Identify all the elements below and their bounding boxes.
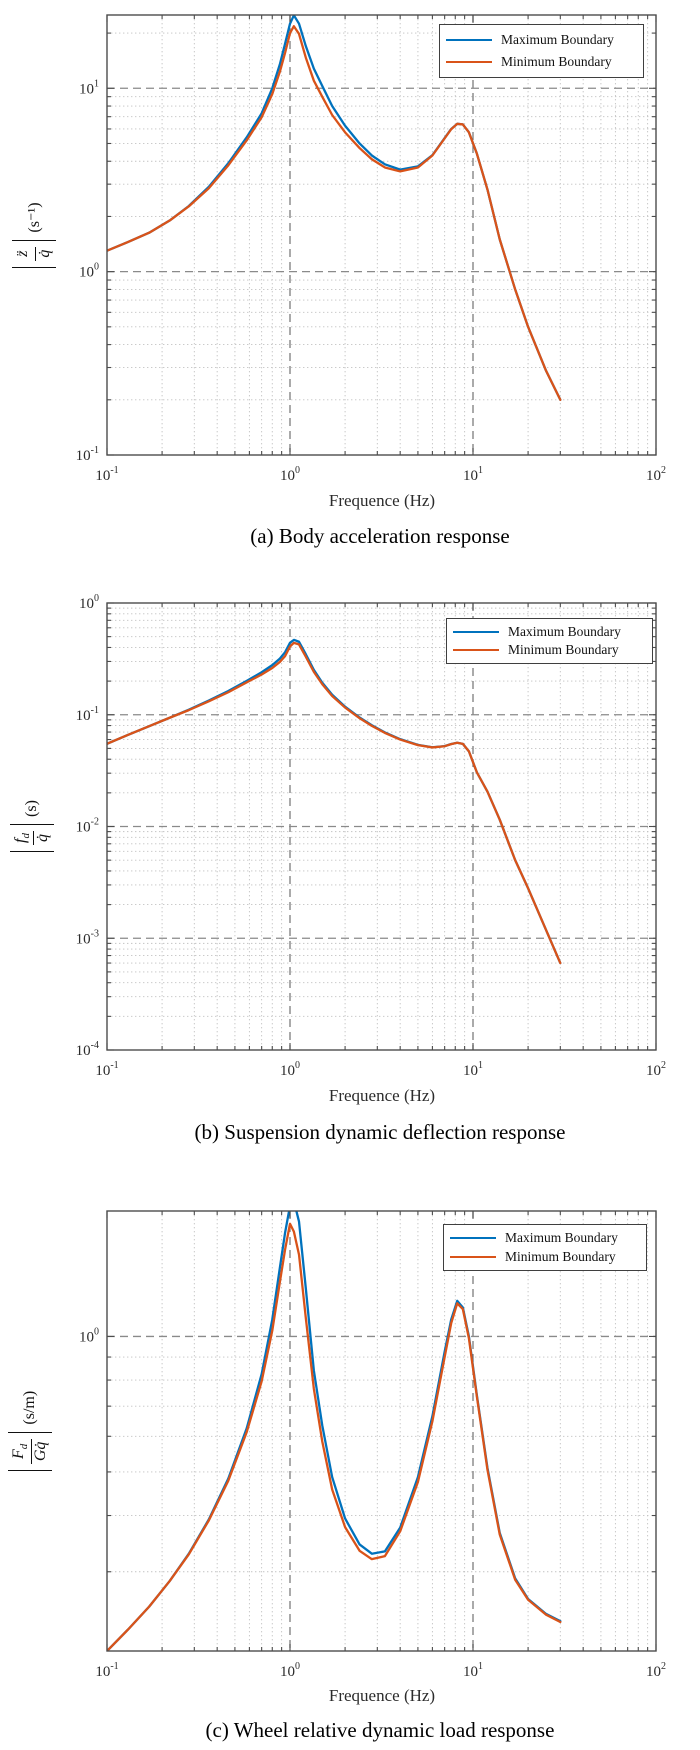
svg-text:10-4: 10-4 [76, 1040, 99, 1059]
svg-text:102: 102 [646, 1060, 666, 1079]
y-axis-label-b: fd q̇ (s) [2, 731, 62, 921]
legend-line-maximum [450, 1237, 496, 1239]
legend-item-maximum: Maximum Boundary [446, 32, 637, 48]
x-axis-label-b: Frequence (Hz) [328, 1086, 436, 1105]
legend-item-maximum: Maximum Boundary [450, 1230, 640, 1246]
caption-b: (b) Suspension dynamic deflection respon… [194, 1120, 566, 1144]
svg-text:102: 102 [646, 465, 666, 484]
svg-text:10-1: 10-1 [76, 445, 99, 464]
x-axis-label-c: Frequence (Hz) [328, 1686, 436, 1705]
svg-text:101: 101 [463, 1060, 483, 1079]
y-unit-c: (s/m) [21, 1390, 38, 1425]
caption-c: (c) Wheel relative dynamic load response [205, 1718, 555, 1742]
svg-text:102: 102 [646, 1661, 666, 1680]
svg-text:101: 101 [79, 78, 99, 97]
svg-text:100: 100 [79, 262, 99, 281]
svg-text:10-2: 10-2 [76, 817, 99, 836]
legend-c: Maximum Boundary Minimum Boundary [443, 1224, 647, 1271]
legend-a: Maximum Boundary Minimum Boundary [439, 24, 644, 78]
legend-line-minimum [450, 1256, 496, 1258]
legend-item-maximum: Maximum Boundary [453, 624, 646, 640]
abs-bars: fd q̇ [10, 823, 54, 852]
legend-b: Maximum Boundary Minimum Boundary [446, 618, 653, 664]
svg-text:100: 100 [280, 465, 300, 484]
legend-line-maximum [446, 39, 492, 42]
legend-label-maximum: Maximum Boundary [505, 1230, 618, 1245]
legend-label-minimum: Minimum Boundary [505, 1249, 616, 1264]
legend-line-minimum [446, 60, 492, 63]
x-axis-label-a: Frequence (Hz) [328, 491, 436, 510]
legend-line-minimum [453, 649, 499, 652]
svg-text:100: 100 [79, 1326, 99, 1345]
legend-item-minimum: Minimum Boundary [453, 642, 646, 658]
legend-item-minimum: Minimum Boundary [446, 54, 637, 70]
legend-label-maximum: Maximum Boundary [508, 623, 621, 639]
svg-text:10-1: 10-1 [95, 1060, 118, 1079]
legend-label-maximum: Maximum Boundary [501, 32, 614, 48]
svg-text:10-3: 10-3 [76, 928, 99, 947]
legend-line-maximum [453, 630, 499, 633]
y-unit-a: (s⁻¹) [26, 202, 43, 233]
svg-text:100: 100 [280, 1661, 300, 1680]
svg-text:101: 101 [463, 1661, 483, 1680]
legend-label-minimum: Minimum Boundary [501, 53, 612, 69]
svg-text:10-1: 10-1 [95, 465, 118, 484]
abs-bars: Fd Gq̇ [8, 1431, 52, 1472]
svg-text:10-1: 10-1 [95, 1661, 118, 1680]
legend-label-minimum: Minimum Boundary [508, 642, 619, 658]
abs-bars: z̈ q̇ [12, 239, 56, 268]
legend-item-minimum: Minimum Boundary [450, 1249, 640, 1265]
wheel-dynamic-load-chart: 10-1 100 101 102 100 [79, 1210, 666, 1680]
y-axis-label-c: Fd Gq̇ (s/m) [0, 1336, 60, 1526]
body-acceleration-chart: 10-1 100 101 102 101 100 10-1 [76, 14, 666, 484]
y-unit-b: (s) [23, 800, 40, 817]
svg-text:101: 101 [463, 465, 483, 484]
y-axis-label-a: z̈ q̇ (s⁻¹) [4, 140, 64, 330]
caption-a: (a) Body acceleration response [250, 524, 510, 548]
svg-text:100: 100 [79, 593, 99, 612]
svg-text:100: 100 [280, 1060, 300, 1079]
svg-text:10-1: 10-1 [76, 705, 99, 724]
